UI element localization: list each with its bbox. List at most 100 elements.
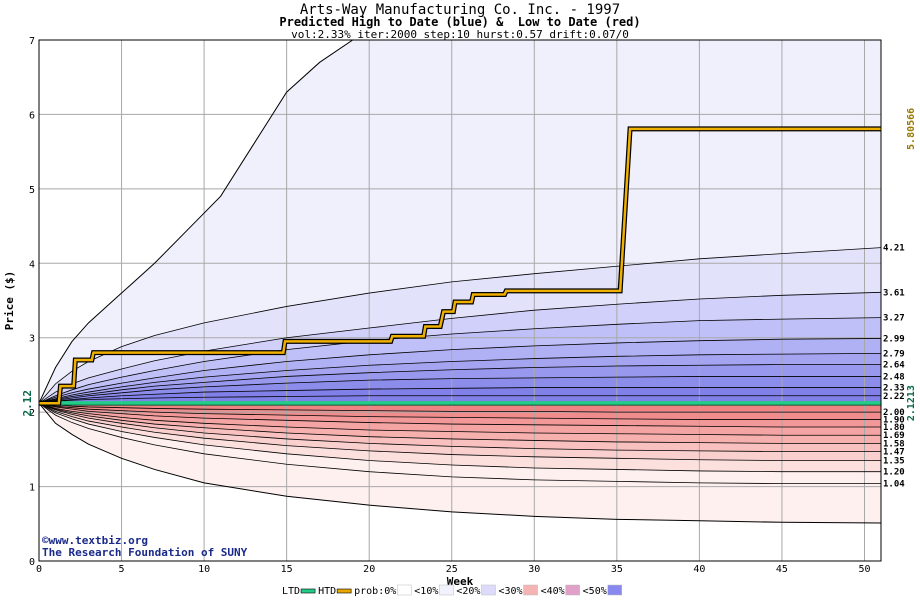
band-low-2	[39, 403, 881, 436]
series-label-16: 1.20	[883, 468, 905, 478]
legend-swatch-3	[439, 584, 454, 596]
ltd-value-label: 2.1213	[906, 385, 917, 421]
band-high-1	[39, 292, 881, 404]
htd-line	[39, 127, 881, 405]
legend-label-2: prob:0%	[354, 586, 396, 597]
band-high-6	[39, 376, 881, 404]
contour-line-2	[39, 317, 881, 404]
band-high-5	[39, 364, 881, 404]
legend-label-6: <40%	[541, 586, 565, 597]
series-label-2: 3.27	[883, 314, 905, 324]
credit-line-1: ©www.textbiz.org	[42, 534, 148, 547]
legend-label-3: <10%	[414, 586, 438, 597]
band-low-7	[39, 403, 881, 484]
x-tick-label-0: 0	[36, 564, 42, 575]
plot-frame	[38, 39, 882, 562]
legend-swatch-5	[523, 584, 538, 596]
chart-params: vol:2.33% iter:2000 step:10 hurst:0.57 d…	[291, 28, 629, 41]
contour-line-1	[39, 291, 881, 404]
x-tick-label-35: 35	[611, 564, 623, 575]
legend-swatch-0	[300, 588, 316, 594]
band-low-6	[39, 403, 881, 472]
band-low-5	[39, 403, 881, 461]
band-high-2	[39, 317, 881, 404]
series-label-17: 1.04	[883, 480, 905, 490]
y-tick-label-3: 3	[29, 334, 35, 345]
series-label-10: 1.90	[883, 416, 905, 426]
legend-swatch-6	[565, 584, 580, 596]
band-low-1	[39, 403, 881, 428]
x-tick-label-45: 45	[776, 564, 788, 575]
start-price-label: 2.12	[21, 390, 34, 417]
y-tick-label-1: 1	[29, 483, 35, 494]
contour-line-0	[39, 247, 881, 404]
contour-line-15	[39, 402, 881, 461]
series-label-9: 2.00	[883, 408, 905, 418]
contour-line-13	[39, 402, 881, 444]
y-axis-label: Price ($)	[3, 271, 16, 331]
outer-high-line	[39, 40, 881, 404]
contour-line-3	[39, 338, 881, 404]
contour-line-9	[39, 402, 881, 413]
contour-line-4	[39, 352, 881, 404]
contour-line-16	[39, 402, 881, 473]
legend-swatch-2	[397, 584, 412, 596]
band-high-0	[39, 247, 881, 404]
legend-swatch-1	[336, 588, 352, 594]
series-label-5: 2.64	[883, 361, 905, 371]
outer-low-line	[39, 402, 881, 524]
contour-line-5	[39, 364, 881, 404]
series-label-14: 1.47	[883, 448, 905, 458]
x-tick-label-30: 30	[528, 564, 540, 575]
legend-swatch-7	[607, 584, 622, 596]
band-low-outer	[39, 403, 881, 524]
series-label-8: 2.22	[883, 392, 905, 402]
series-label-0: 4.21	[883, 244, 905, 254]
band-low-3	[39, 403, 881, 444]
contour-line-12	[39, 402, 881, 436]
x-tick-label-20: 20	[363, 564, 375, 575]
x-tick-label-15: 15	[281, 564, 293, 575]
y-tick-label-6: 6	[29, 110, 35, 121]
series-label-15: 1.35	[883, 457, 905, 467]
chart-subtitle: Predicted High to Date (blue) & Low to D…	[279, 15, 641, 29]
y-tick-label-7: 7	[29, 36, 35, 47]
htd-value-label: 5.80566	[906, 108, 917, 150]
series-label-11: 1.80	[883, 423, 905, 433]
series-label-4: 2.79	[883, 349, 905, 359]
x-tick-label-25: 25	[446, 564, 458, 575]
contour-line-8	[39, 395, 881, 404]
series-label-1: 3.61	[883, 288, 905, 298]
band-high-3	[39, 338, 881, 404]
series-label-3: 2.99	[883, 334, 905, 344]
chart-title: Arts-Way Manufacturing Co. Inc. - 1997	[299, 2, 621, 18]
y-tick-label-4: 4	[29, 259, 35, 270]
legend-label-0: LTD	[282, 586, 300, 597]
legend-label-1: HTD	[318, 586, 336, 597]
y-tick-label-0: 0	[29, 557, 35, 568]
y-tick-label-2: 2	[29, 408, 35, 419]
x-tick-label-50: 50	[858, 564, 870, 575]
legend-swatch-4	[481, 584, 496, 596]
series-label-7: 2.33	[883, 384, 905, 394]
x-tick-label-40: 40	[693, 564, 705, 575]
contour-line-10	[39, 402, 881, 420]
contour-line-6	[39, 376, 881, 404]
band-high-4	[39, 353, 881, 404]
plot-area	[39, 40, 881, 561]
x-tick-label-5: 5	[119, 564, 125, 575]
contour-line-17	[39, 402, 881, 484]
y-tick-label-5: 5	[29, 185, 35, 196]
contour-line-11	[39, 402, 881, 428]
x-tick-label-10: 10	[198, 564, 210, 575]
legend-label-5: <30%	[498, 586, 522, 597]
series-label-12: 1.69	[883, 431, 905, 441]
legend-label-4: <20%	[456, 586, 480, 597]
series-label-6: 2.48	[883, 372, 905, 382]
legend-label-7: <50%	[583, 586, 607, 597]
credit-line-2: The Research Foundation of SUNY	[42, 546, 248, 559]
contour-line-14	[39, 402, 881, 452]
contour-line-7	[39, 387, 881, 404]
band-low-4	[39, 403, 881, 452]
